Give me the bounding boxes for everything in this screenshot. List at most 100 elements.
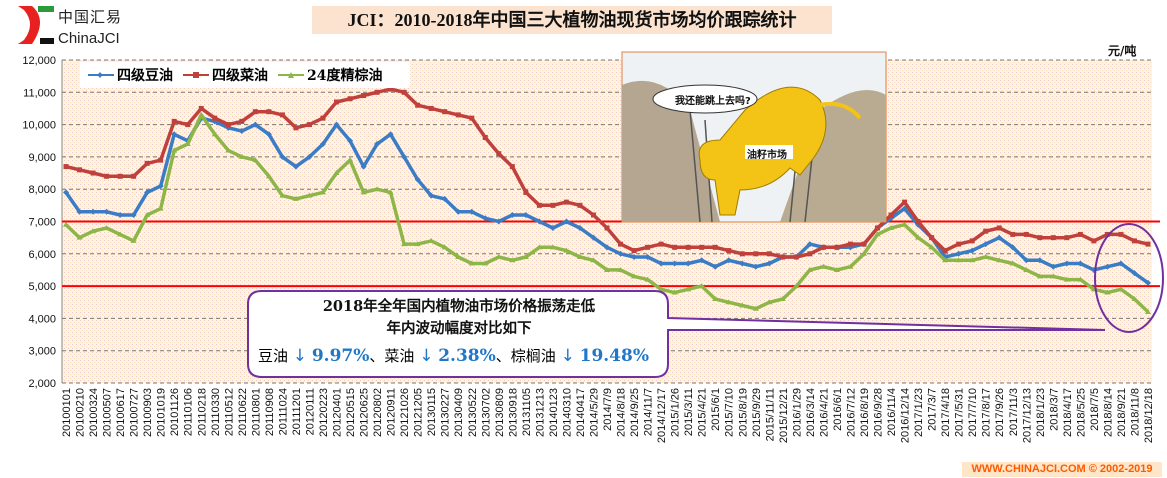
series-soybean-oil-point: [617, 250, 624, 257]
series-rapeseed-oil-point: [766, 251, 772, 257]
callout-heading: 2018年全年国内植物油市场价格振荡走低 年内波动幅度对比如下: [250, 296, 668, 340]
series-soybean-oil-point: [279, 153, 286, 160]
series-rapeseed-oil-point: [875, 225, 880, 231]
series-soybean-oil-point: [441, 195, 448, 202]
series-palm-oil-point: [63, 221, 69, 227]
series-palm-oil-point: [238, 153, 245, 159]
x-tick-label: 2017/8/17: [981, 388, 993, 437]
y-tick-label: 7,000: [28, 217, 56, 229]
change-soy-pct: 9.97%: [311, 346, 370, 366]
series-palm-oil-point: [76, 234, 83, 240]
series-rapeseed-oil-point: [306, 122, 312, 128]
x-tick-label: 2015/3/11: [683, 388, 695, 436]
series-palm-oil-point: [982, 254, 989, 260]
series-palm-oil-point: [130, 237, 137, 243]
y-tick-label: 11,000: [23, 87, 56, 99]
series-rapeseed-oil-point: [1010, 231, 1016, 237]
x-tick-label: 20100324: [88, 388, 100, 437]
series-palm-oil-point: [171, 147, 178, 153]
series-rapeseed-oil-point: [1050, 235, 1056, 241]
callout-line2: 年内波动幅度对比如下: [386, 320, 532, 337]
series-rapeseed-oil-point: [996, 225, 1002, 231]
legend-label: 四级菜油: [212, 68, 268, 84]
series-rapeseed-oil-point: [753, 251, 759, 257]
series-palm-oil-point: [739, 302, 746, 308]
series-rapeseed-oil-point: [239, 118, 245, 124]
series-soybean-oil-point: [319, 140, 326, 147]
series-rapeseed-oil-point: [726, 248, 732, 254]
logo-english-text: ChinaJCI: [58, 30, 120, 47]
x-tick-label: 2016/6/1: [832, 388, 844, 431]
x-tick-label: 2016/7/12: [845, 388, 857, 437]
y-tick-label: 5,000: [28, 281, 56, 293]
series-soybean-oil-point: [1117, 260, 1124, 267]
x-tick-label: 20100617: [115, 388, 127, 437]
series-soybean-oil-point: [536, 218, 543, 225]
down-arrow-icon: ↓: [419, 346, 434, 366]
series-rapeseed-oil-point: [902, 199, 908, 205]
series-rapeseed-oil-point: [590, 212, 596, 218]
series-palm-oil-point: [631, 273, 638, 279]
series-rapeseed-oil-point: [1064, 235, 1070, 241]
x-tick-label: 2016/4/21: [818, 388, 830, 437]
x-tick-label: 2016/12/14: [900, 388, 912, 443]
series-rapeseed-oil-point: [374, 89, 380, 95]
series-palm-oil-point: [874, 231, 881, 237]
series-soybean-oil-point: [955, 250, 962, 257]
x-tick-label: 2015/4/21: [697, 388, 709, 437]
x-tick-label: 2015/9/29: [751, 388, 763, 437]
series-palm-oil-point: [184, 140, 191, 146]
x-tick-label: 2017/3/7: [927, 388, 939, 431]
series-rapeseed-oil-point: [401, 89, 407, 95]
series-rapeseed-oil-point: [969, 238, 975, 244]
y-axis-unit: 元/吨: [1108, 44, 1137, 58]
legend-line-rapeseed: [183, 72, 209, 78]
series-rapeseed-oil-point: [631, 248, 637, 254]
series-soybean-oil-point: [631, 254, 638, 261]
series-palm-oil-point: [306, 192, 313, 198]
legend-label: 24度精棕油: [307, 68, 383, 84]
x-tick-label: 20121026: [399, 388, 411, 437]
series-rapeseed-oil-point: [820, 244, 826, 250]
x-tick-label: 2016/9/28: [873, 388, 885, 437]
x-tick-label: 20130918: [507, 388, 519, 437]
y-tick-label: 8,000: [28, 184, 56, 196]
x-tick-label: 20111201: [291, 388, 303, 435]
series-rapeseed-oil-point: [442, 109, 448, 115]
series-palm-oil-point: [576, 254, 583, 260]
series-soybean-oil-point: [414, 176, 421, 183]
x-tick-label: 20120625: [359, 388, 371, 437]
series-soybean-oil-point: [130, 212, 137, 219]
series-soybean-oil-point: [306, 153, 313, 160]
series-rapeseed-oil-point: [847, 241, 853, 247]
series-rapeseed-oil-point: [685, 244, 691, 250]
series-rapeseed-oil-point: [536, 202, 542, 208]
series-rapeseed-oil-point: [334, 99, 339, 105]
series-soybean-oil-point: [1063, 260, 1070, 267]
series-soybean-oil-point: [576, 224, 583, 231]
series-soybean-oil-point: [1145, 279, 1151, 286]
series-palm-oil-point: [563, 247, 570, 253]
series-palm-oil-point: [901, 221, 908, 227]
series-soybean-oil-point: [604, 244, 610, 251]
series-rapeseed-oil-point: [739, 251, 745, 257]
series-rapeseed-oil-point: [469, 115, 475, 121]
series-palm-oil-point: [644, 276, 651, 282]
callout-changes: 豆油 ↓ 9.97%、菜油 ↓ 2.38%、棕榈油 ↓ 19.48%: [258, 345, 668, 366]
series-soybean-oil-point: [495, 218, 502, 225]
down-arrow-icon: ↓: [560, 346, 575, 366]
x-tick-label: 20110330: [210, 388, 222, 436]
series-palm-oil-point: [144, 212, 151, 218]
legend-label: 四级豆油: [117, 68, 173, 84]
series-soybean-oil-point: [482, 215, 489, 222]
series-soybean-oil-point: [590, 234, 597, 241]
series-rapeseed-oil-point: [942, 248, 948, 254]
series-palm-oil-point: [1063, 276, 1070, 282]
x-tick-label: 2018/12/18: [1143, 388, 1155, 443]
series-palm-oil-point: [198, 111, 205, 117]
x-tick-label: 20110801: [250, 388, 262, 436]
series-rapeseed-oil-point: [415, 102, 421, 108]
series-palm-oil-point: [319, 189, 326, 195]
x-tick-label: 20100903: [142, 388, 154, 437]
